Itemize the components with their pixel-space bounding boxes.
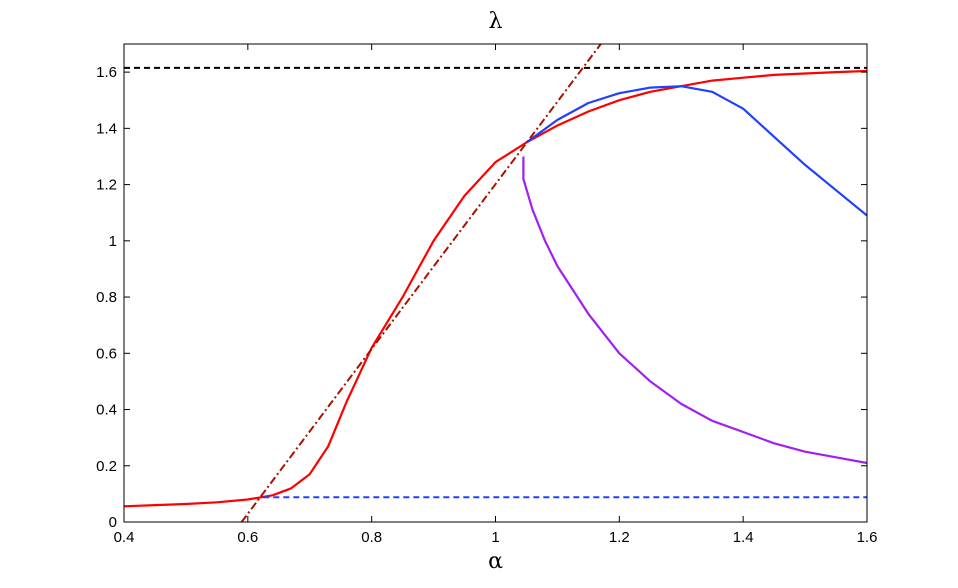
x-tick-label: 1: [491, 529, 499, 546]
y-tick-label: 0.2: [96, 458, 117, 475]
x-tick-label: 1.2: [609, 529, 630, 546]
x-axis-label: α: [488, 549, 503, 574]
series-layer: [124, 44, 867, 522]
y-tick-label: 0.8: [96, 289, 117, 306]
y-tick-label: 1.2: [96, 177, 117, 194]
chart-title: λ: [489, 9, 503, 34]
x-tick-label: 0.8: [361, 529, 382, 546]
series-line-1: [124, 69, 867, 508]
y-tick-label: 1: [109, 233, 117, 250]
tick-layer: 0.4 0.6 0.8 1 1.2 1.4 1.6 0 0.2 0.4 0.6 0.8 1 1.2 1.4 1…: [96, 44, 877, 546]
y-tick-label: 0: [109, 514, 117, 531]
x-tick-label: 0.6: [237, 529, 258, 546]
y-tick-label: 0.4: [96, 402, 117, 419]
y-tick-label: 1.4: [96, 120, 117, 137]
y-tick-label: 0.6: [96, 345, 117, 362]
x-tick-label: 1.6: [857, 529, 878, 546]
plot-area-frame: [123, 43, 868, 523]
y-tick-label: 1.6: [96, 64, 117, 81]
x-tick-label: 1.4: [733, 529, 754, 546]
series-line-6: [240, 44, 602, 522]
x-tick-label: 0.4: [114, 529, 135, 546]
series-line-3: [522, 156, 867, 465]
series-line-2: [525, 85, 867, 217]
